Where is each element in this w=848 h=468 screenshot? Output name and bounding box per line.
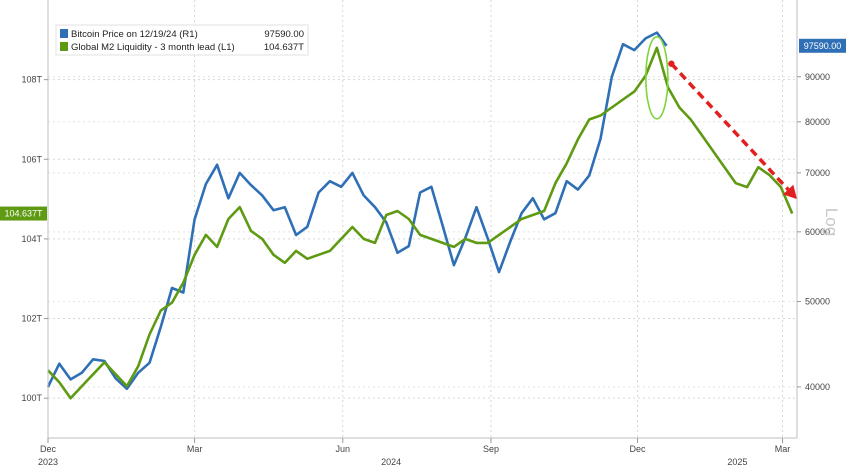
x-year-label: 2025: [727, 457, 747, 467]
right-last-value-box: [799, 38, 846, 53]
legend-value-m2: 104.637T: [264, 42, 304, 53]
x-tick-label: Jun: [336, 444, 351, 454]
right-tick-label: 50000: [805, 297, 830, 307]
left-tick-label: 104T: [21, 234, 42, 244]
right-tick-label: 90000: [805, 72, 830, 82]
x-tick-label: Mar: [775, 444, 791, 454]
left-tick-label: 106T: [21, 154, 42, 164]
right-last-value-label: 97590.00: [804, 41, 842, 51]
left-last-value-label: 104.637T: [4, 209, 43, 219]
legend-box: [55, 24, 309, 56]
x-axis-ticks: Dec Mar Jun Sep Dec Mar 2023 2024 2025: [38, 438, 790, 467]
left-last-value-badge: 104.637T: [0, 206, 47, 221]
left-tick-label: 100T: [21, 393, 42, 403]
x-year-label: 2024: [381, 457, 401, 467]
annotations-layer: [645, 35, 797, 200]
right-axis-scale-label: Log: [822, 208, 841, 236]
legend-swatch-btc: [60, 29, 68, 38]
right-tick-label: 80000: [805, 117, 830, 127]
downtrend-arrow-head: [783, 184, 797, 200]
x-year-label: 2023: [38, 457, 58, 467]
downtrend-arrow-line: [670, 62, 790, 191]
left-axis-ticks: 100T 102T 104T 106T 108T: [21, 75, 48, 403]
x-tick-label: Dec: [40, 444, 57, 454]
right-axis-ticks: 40000 50000 60000 70000 80000 90000: [797, 72, 830, 392]
right-tick-label: 60000: [805, 227, 830, 237]
left-tick-label: 102T: [21, 314, 42, 324]
x-tick-label: Dec: [630, 444, 647, 454]
x-tick-label: Mar: [187, 444, 203, 454]
legend-swatch-m2: [60, 42, 68, 51]
right-tick-label: 40000: [805, 382, 830, 392]
series-line-btc: [46, 31, 668, 391]
legend-label-m2: Global M2 Liquidity - 3 month lead (L1): [71, 42, 235, 53]
highlight-ellipse: [645, 35, 669, 120]
left-tick-label: 108T: [21, 75, 42, 85]
left-last-value-box: [0, 206, 47, 221]
legend-value-btc: 97590.00: [264, 29, 304, 40]
legend-label-btc: Bitcoin Price on 12/19/24 (R1): [71, 29, 198, 40]
right-last-value-badge: 97590.00: [799, 38, 846, 53]
x-tick-label: Sep: [483, 444, 499, 454]
right-tick-label: 70000: [805, 168, 830, 178]
legend: Bitcoin Price on 12/19/24 (R1) 97590.00 …: [55, 24, 309, 56]
